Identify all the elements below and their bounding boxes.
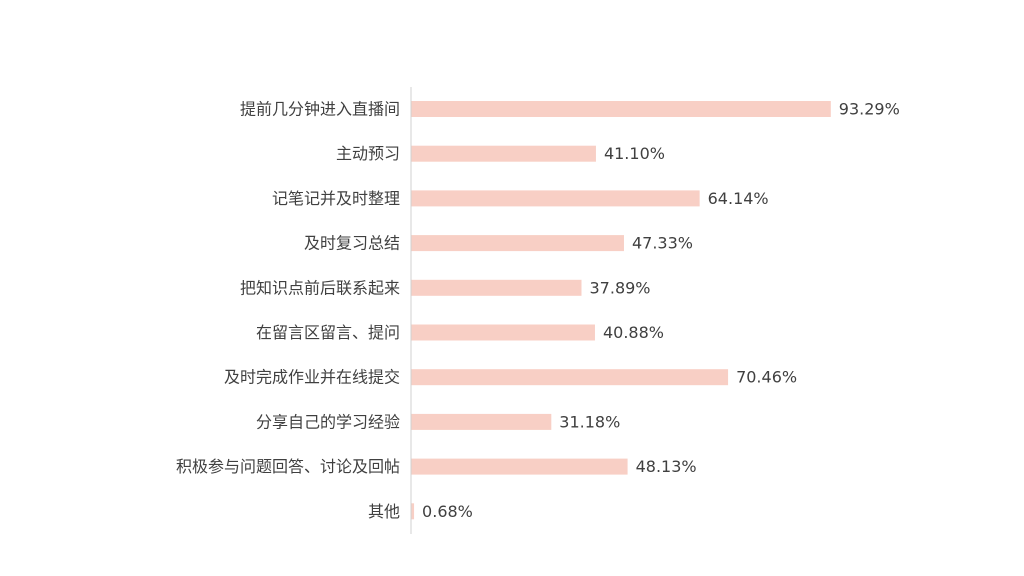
value-label: 93.29% [839,100,900,119]
bar [411,503,415,520]
value-label: 47.33% [632,234,693,253]
bar [411,101,831,117]
category-label: 把知识点前后联系起来 [240,278,400,297]
bar [411,279,582,296]
category-label: 记笔记并及时整理 [272,189,400,208]
value-label: 0.68% [422,502,473,521]
bar [411,324,595,341]
bar [411,458,628,475]
value-label: 48.13% [636,457,697,476]
bar [411,145,596,162]
bars-group [411,101,831,520]
category-label: 在留言区留言、提问 [256,323,400,342]
value-label: 40.88% [603,323,664,342]
category-label: 提前几分钟进入直播间 [240,100,400,119]
category-label: 其他 [368,502,400,521]
value-labels-group: 93.29% 41.10% 64.14% 47.33% 37.89% 40.88% 70.4… [422,100,900,521]
category-label: 积极参与问题回答、讨论及回帖 [176,457,400,476]
bar [411,413,552,430]
value-label: 41.10% [604,144,665,163]
value-label: 64.14% [708,189,769,208]
category-label: 及时完成作业并在线提交 [224,368,400,387]
value-label: 37.89% [590,278,651,297]
category-label: 主动预习 [336,144,400,163]
bar [411,190,700,207]
category-labels-group: 提前几分钟进入直播间主动预习记笔记并及时整理及时复习总结把知识点前后联系起来在留… [176,100,400,521]
category-label: 及时复习总结 [304,234,400,253]
bar [411,235,624,252]
value-label: 31.18% [559,412,620,431]
bar [411,369,729,386]
value-label: 70.46% [736,368,797,387]
category-label: 分享自己的学习经验 [256,412,400,431]
